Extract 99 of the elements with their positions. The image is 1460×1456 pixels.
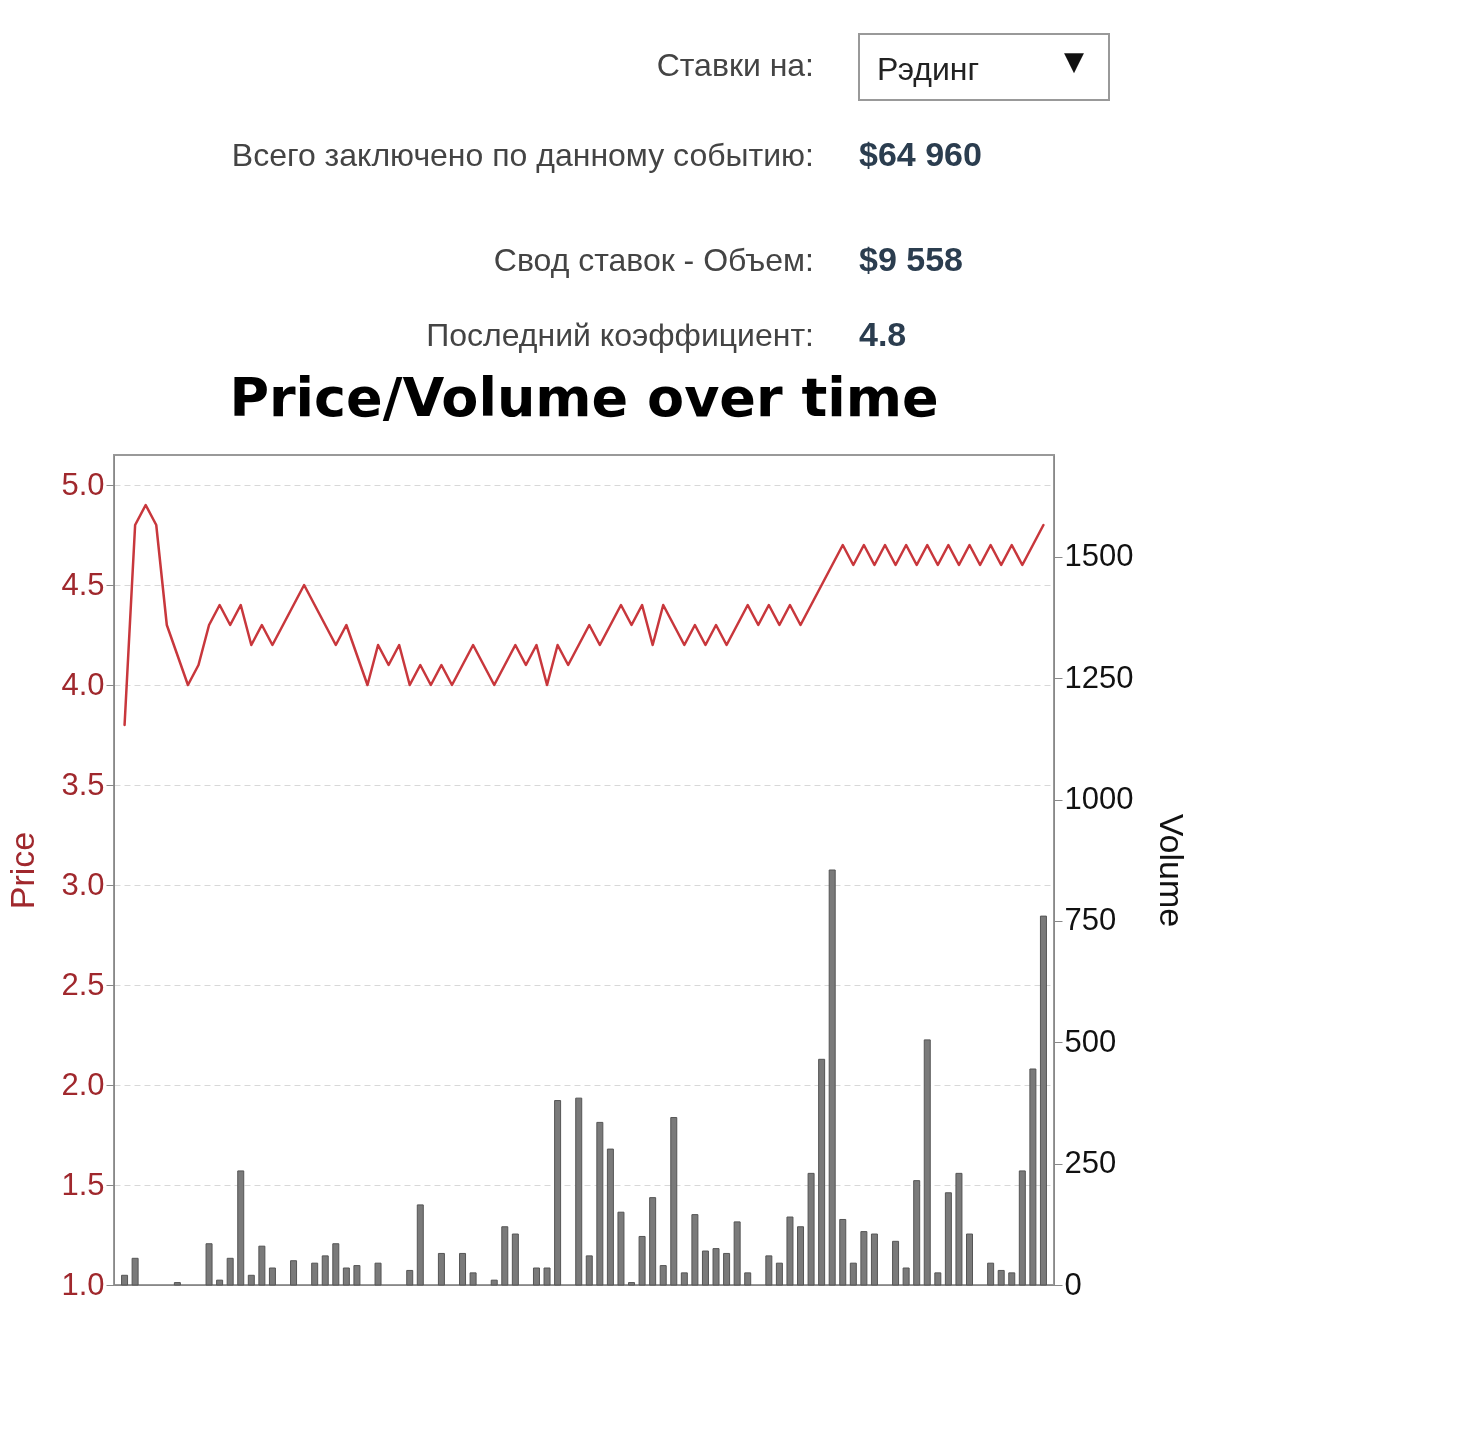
bar bbox=[532, 1267, 540, 1286]
bar bbox=[321, 1255, 329, 1286]
bar bbox=[554, 1100, 562, 1286]
y-tick-label: 4.5 bbox=[61, 566, 105, 602]
bar bbox=[596, 1121, 604, 1286]
bar bbox=[870, 1233, 878, 1286]
bar bbox=[511, 1233, 519, 1286]
bar bbox=[775, 1262, 783, 1286]
y2-tick-label: 1500 bbox=[1064, 538, 1134, 574]
bar bbox=[173, 1282, 181, 1286]
bar bbox=[490, 1279, 498, 1286]
bar bbox=[226, 1257, 234, 1286]
bar bbox=[353, 1265, 361, 1286]
bar bbox=[332, 1243, 340, 1286]
bar bbox=[311, 1262, 319, 1286]
y2-tick-label: 1000 bbox=[1064, 781, 1134, 817]
bar bbox=[733, 1221, 741, 1286]
bar bbox=[216, 1279, 224, 1286]
bar bbox=[501, 1226, 509, 1286]
bar bbox=[205, 1243, 213, 1286]
bar bbox=[818, 1058, 826, 1286]
bar bbox=[628, 1282, 636, 1286]
bar bbox=[1008, 1272, 1016, 1286]
bar bbox=[121, 1274, 129, 1286]
y-tick-label: 2.0 bbox=[61, 1066, 105, 1102]
text: ▼ bbox=[1064, 46, 1084, 76]
text: Всего заключено по данному событию: bbox=[231, 137, 814, 173]
y2-tick-label: 750 bbox=[1064, 902, 1117, 938]
text: 4.8 bbox=[859, 315, 907, 353]
y2-tick-label: 1250 bbox=[1064, 659, 1134, 695]
text: $9 558 bbox=[859, 240, 963, 278]
bar bbox=[744, 1272, 752, 1286]
bar bbox=[670, 1117, 678, 1286]
bar bbox=[469, 1272, 477, 1286]
y-tick-label: 3.0 bbox=[61, 866, 105, 902]
text: Ставки на: bbox=[656, 47, 814, 83]
bar bbox=[701, 1250, 709, 1286]
y-tick-label: 2.5 bbox=[61, 966, 105, 1002]
bar bbox=[1029, 1068, 1037, 1286]
bar bbox=[374, 1262, 382, 1286]
bar bbox=[923, 1039, 931, 1286]
y-tick-label: 3.5 bbox=[61, 766, 105, 802]
y-axis-title: Price bbox=[3, 831, 42, 910]
bar bbox=[1039, 915, 1047, 1286]
bar bbox=[892, 1240, 900, 1286]
bar bbox=[258, 1245, 266, 1286]
bar bbox=[807, 1172, 815, 1286]
bar bbox=[416, 1204, 424, 1286]
bar bbox=[290, 1260, 298, 1286]
y2-tick-label: 500 bbox=[1064, 1023, 1117, 1059]
bar bbox=[723, 1252, 731, 1286]
bar bbox=[575, 1097, 583, 1286]
bar bbox=[997, 1269, 1005, 1286]
bar bbox=[606, 1148, 614, 1286]
y-tick-label: 5.0 bbox=[61, 466, 105, 502]
text: $64 960 bbox=[859, 135, 982, 173]
y2-tick-label: 250 bbox=[1064, 1145, 1117, 1181]
y-tick-label: 4.0 bbox=[61, 666, 105, 702]
bar bbox=[617, 1211, 625, 1286]
bar bbox=[691, 1214, 699, 1286]
text: Свод ставок - Объем: bbox=[493, 242, 814, 278]
chart-title: Price/Volume over time bbox=[229, 366, 939, 429]
bar bbox=[712, 1248, 720, 1286]
bar bbox=[585, 1255, 593, 1286]
bar bbox=[828, 869, 836, 1286]
bar bbox=[944, 1192, 952, 1286]
bar bbox=[659, 1265, 667, 1286]
line-series bbox=[123, 503, 1045, 727]
bar bbox=[649, 1197, 657, 1286]
y-tick-label: 1.5 bbox=[61, 1166, 105, 1202]
bar bbox=[786, 1216, 794, 1286]
bar bbox=[1018, 1170, 1026, 1286]
y2-axis-title: Volume bbox=[1153, 813, 1192, 928]
bar bbox=[237, 1170, 245, 1286]
bar bbox=[406, 1269, 414, 1286]
text: Последний коэффициент: bbox=[426, 317, 814, 353]
bar bbox=[247, 1274, 255, 1286]
bar bbox=[131, 1257, 139, 1286]
bar bbox=[797, 1226, 805, 1286]
bar bbox=[913, 1180, 921, 1286]
bar bbox=[543, 1267, 551, 1286]
bar bbox=[680, 1272, 688, 1286]
bar bbox=[966, 1233, 974, 1286]
bar bbox=[268, 1267, 276, 1286]
bar bbox=[987, 1262, 995, 1286]
bar bbox=[342, 1267, 350, 1286]
bar bbox=[860, 1231, 868, 1286]
bar bbox=[765, 1255, 773, 1286]
bar bbox=[955, 1172, 963, 1286]
bar bbox=[459, 1252, 467, 1286]
y2-tick-label: 0 bbox=[1064, 1266, 1082, 1302]
bar bbox=[638, 1235, 646, 1286]
y-tick-label: 1.0 bbox=[61, 1266, 105, 1302]
bar bbox=[902, 1267, 910, 1286]
bar bbox=[849, 1262, 857, 1286]
bar bbox=[934, 1272, 942, 1286]
bar bbox=[839, 1218, 847, 1286]
text: Рэдинг bbox=[877, 51, 980, 87]
bar bbox=[437, 1252, 445, 1286]
